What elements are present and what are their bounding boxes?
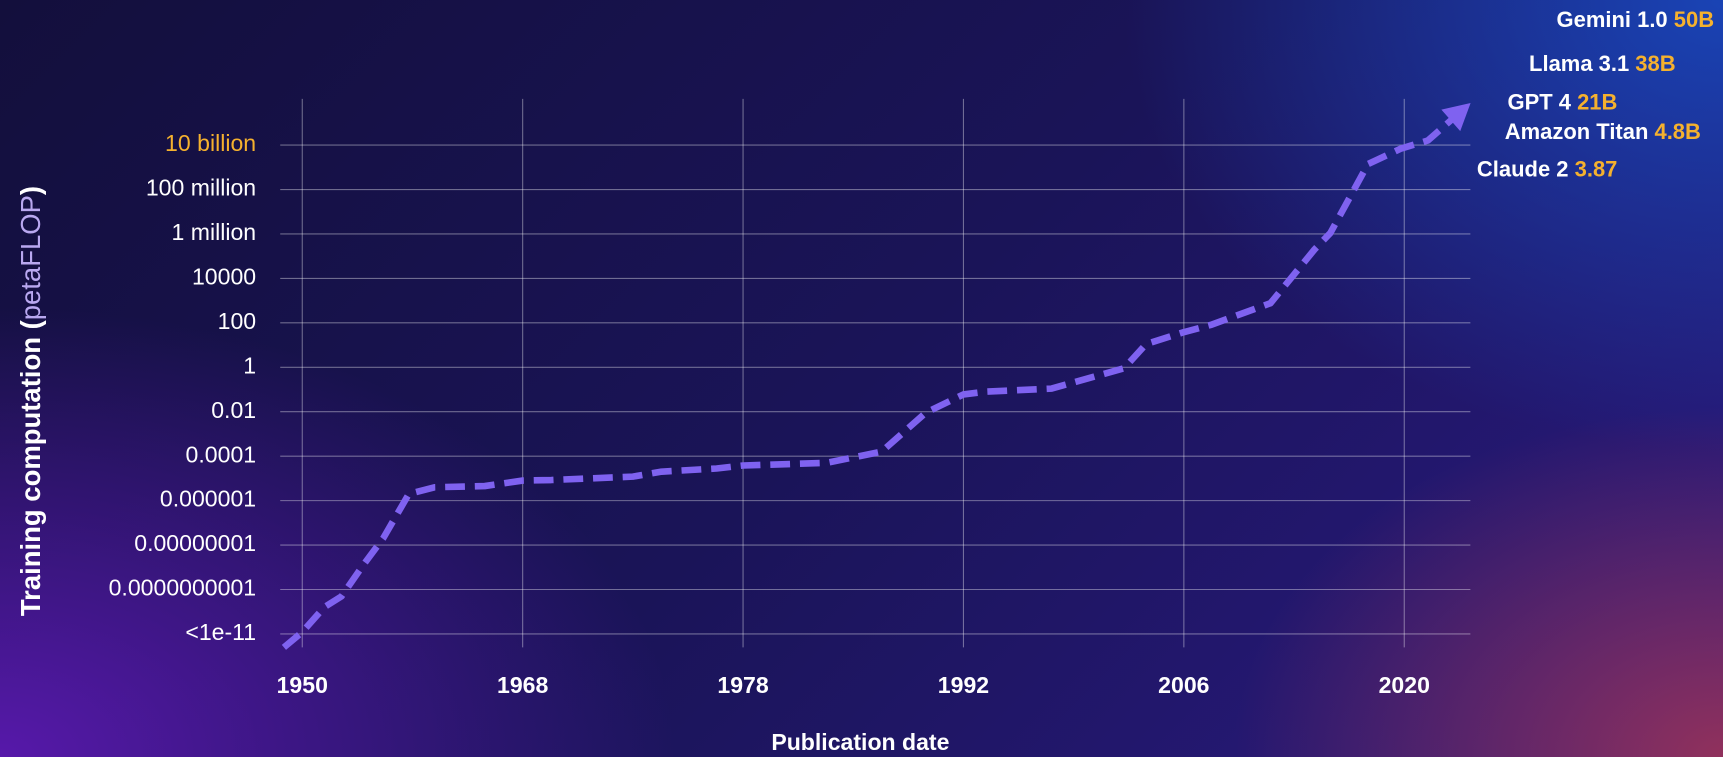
model-annotation: Amazon Titan 4.8B bbox=[1505, 119, 1701, 144]
x-tick-label: 1978 bbox=[717, 672, 768, 698]
model-compute: 50B bbox=[1674, 7, 1714, 32]
y-axis-title-close: ) bbox=[15, 186, 46, 195]
x-tick-label: 1950 bbox=[277, 672, 328, 698]
model-annotation: GPT 4 21B bbox=[1507, 89, 1617, 114]
y-axis-title: Training computation (petaFLOP) bbox=[15, 186, 46, 616]
y-tick-label: 1 million bbox=[172, 219, 257, 245]
y-axis-title-main: Training computation ( bbox=[15, 319, 46, 616]
model-name: Llama 3.1 bbox=[1529, 51, 1629, 76]
x-tick-label: 2020 bbox=[1379, 672, 1430, 698]
y-tick-label: 1 bbox=[243, 352, 256, 378]
x-axis-title: Publication date bbox=[771, 729, 949, 755]
y-tick-label: 0.0001 bbox=[186, 441, 257, 467]
arrow-head bbox=[1441, 102, 1471, 132]
y-axis-title-unit: petaFLOP bbox=[15, 195, 46, 320]
y-tick-label: 100 million bbox=[146, 175, 256, 201]
y-tick-label: 0.01 bbox=[211, 397, 256, 423]
y-tick-label: <1e-11 bbox=[185, 619, 256, 645]
model-name: GPT 4 bbox=[1507, 89, 1571, 114]
x-tick-label: 2006 bbox=[1158, 672, 1209, 698]
y-tick-label: 10 billion bbox=[165, 130, 256, 156]
model-annotation: Llama 3.1 38B bbox=[1529, 51, 1676, 76]
data-line bbox=[281, 104, 1468, 650]
model-compute: 4.8B bbox=[1654, 119, 1700, 144]
y-tick-label: 0.0000000001 bbox=[109, 575, 257, 601]
model-compute: 38B bbox=[1635, 51, 1675, 76]
y-tick-label: 0.000001 bbox=[160, 486, 256, 512]
model-name: Amazon Titan bbox=[1505, 119, 1649, 144]
y-tick-label: 10000 bbox=[192, 264, 256, 290]
model-name: Gemini 1.0 bbox=[1557, 7, 1668, 32]
model-annotation: Claude 2 3.87 bbox=[1477, 156, 1617, 181]
x-tick-label: 1968 bbox=[497, 672, 548, 698]
model-annotation: Gemini 1.0 50B bbox=[1557, 7, 1715, 32]
model-compute: 21B bbox=[1577, 89, 1617, 114]
model-name: Claude 2 bbox=[1477, 156, 1569, 181]
y-tick-label: 0.00000001 bbox=[134, 530, 256, 556]
x-tick-label: 1992 bbox=[938, 672, 989, 698]
y-tick-label: 100 bbox=[218, 308, 256, 334]
model-compute: 3.87 bbox=[1575, 156, 1618, 181]
